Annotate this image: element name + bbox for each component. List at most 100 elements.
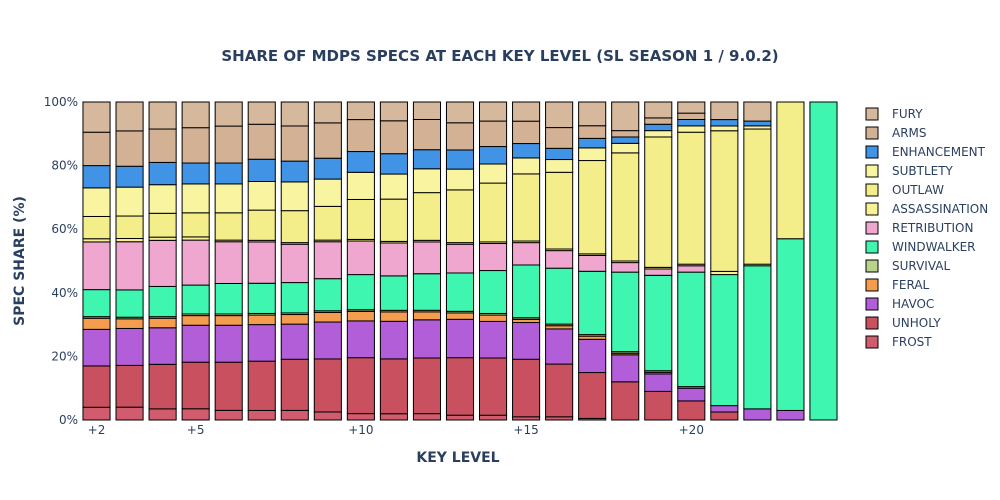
bar-segment <box>379 320 408 360</box>
bar-segment <box>578 372 607 419</box>
bar-segment <box>445 312 475 320</box>
bar-segment <box>313 311 342 323</box>
bar-segment <box>478 146 508 165</box>
legend-label: SURVIVAL <box>892 259 950 273</box>
bar-segment <box>710 274 739 407</box>
legend-swatch <box>865 297 879 311</box>
bar-segment <box>644 130 673 138</box>
bar-segment <box>445 357 475 416</box>
bar-segment <box>313 205 342 241</box>
bar-segment <box>115 364 144 408</box>
bar-segment <box>512 157 541 175</box>
bar-segment <box>710 411 739 421</box>
bar-segment <box>313 178 342 207</box>
bar-segment <box>379 413 408 421</box>
legend: FURY ARMS ENHANCEMENT SUBTLETY OUTLAW ASSASSI… <box>865 107 988 349</box>
legend-swatch <box>865 221 879 235</box>
bar-segment <box>545 267 574 325</box>
bar-segment <box>776 409 805 421</box>
bar-segment <box>412 241 442 275</box>
bar-segment <box>115 130 144 167</box>
bar-segment <box>677 400 706 421</box>
bar-segment <box>346 413 375 421</box>
legend-swatch <box>865 335 879 349</box>
bar-segment <box>512 143 541 159</box>
chart-title: SHARE OF MDPS SPECS AT EACH KEY LEVEL (S… <box>221 47 778 65</box>
bar-segment <box>743 101 772 122</box>
bar-segment <box>412 311 442 321</box>
legend-label: WINDWALKER <box>892 240 976 254</box>
x-tick-label: +20 <box>679 423 704 437</box>
bar-segment <box>512 120 541 145</box>
x-tick-label: +15 <box>513 423 538 437</box>
bar-segment <box>512 264 541 319</box>
bar-segment <box>809 101 838 421</box>
bar-segment <box>115 289 144 318</box>
bar-segment <box>247 241 276 284</box>
bar-segment <box>611 136 640 144</box>
bar-segment <box>478 414 508 421</box>
bar-segment <box>280 314 309 325</box>
bar-segment <box>644 101 673 119</box>
bar-segment <box>115 186 144 217</box>
bar-segment <box>710 130 739 272</box>
legend-swatch <box>865 183 879 197</box>
bar-segment <box>644 136 673 268</box>
bar-segment <box>313 321 342 360</box>
bar-segment <box>247 158 276 183</box>
bar-segment <box>280 282 309 314</box>
bar-segment <box>545 127 574 149</box>
bar-segment <box>148 408 177 421</box>
bar-segment <box>478 120 508 148</box>
legend-label: ENHANCEMENT <box>892 145 986 159</box>
bar-segment <box>148 317 177 329</box>
bar-segment <box>478 182 508 243</box>
bar-segment <box>710 119 739 127</box>
bar-segment <box>313 278 342 312</box>
bar-segment <box>611 142 640 154</box>
bar-segment <box>445 414 475 421</box>
bar-segment <box>412 357 442 415</box>
bar-segment <box>644 117 673 125</box>
bar-segment <box>148 101 177 130</box>
bar-segment <box>214 282 243 315</box>
bar-segment <box>379 120 408 155</box>
bar-segment <box>313 157 342 180</box>
bar-segment <box>214 125 243 164</box>
bar-segment <box>82 328 111 367</box>
bar-segment <box>379 153 408 175</box>
bar-segment <box>412 319 442 359</box>
bar-segment <box>611 271 640 353</box>
bar-segment <box>677 265 706 273</box>
bar-segment <box>247 409 276 421</box>
bar-segment <box>247 209 276 241</box>
bar-segment <box>412 273 442 311</box>
legend-label: FERAL <box>892 278 930 292</box>
bar-segment <box>214 162 243 185</box>
bar-segment <box>280 243 309 284</box>
bar-segment <box>611 101 640 132</box>
bar-segment <box>148 212 177 238</box>
bar-segment <box>379 275 408 311</box>
bar-segment <box>644 268 673 276</box>
bar-segment <box>743 120 772 127</box>
bars <box>82 101 838 421</box>
bar-segment <box>346 119 375 153</box>
bar-segment <box>545 159 574 173</box>
bar-segment <box>412 413 442 421</box>
bar-segment <box>280 409 309 421</box>
bar-segment <box>611 381 640 421</box>
bar-segment <box>776 101 805 240</box>
bar-segment <box>545 363 574 418</box>
bar-segment <box>677 101 706 114</box>
bar-segment <box>478 357 508 416</box>
legend-swatch <box>865 164 879 178</box>
x-axis-title: KEY LEVEL <box>416 450 499 466</box>
bar-segment <box>379 242 408 277</box>
bar-segment <box>578 338 607 374</box>
bar-segment <box>214 101 243 127</box>
y-tick-label: 80% <box>51 159 78 173</box>
legend-label: RETRIBUTION <box>892 221 973 235</box>
bar-segment <box>214 212 243 241</box>
